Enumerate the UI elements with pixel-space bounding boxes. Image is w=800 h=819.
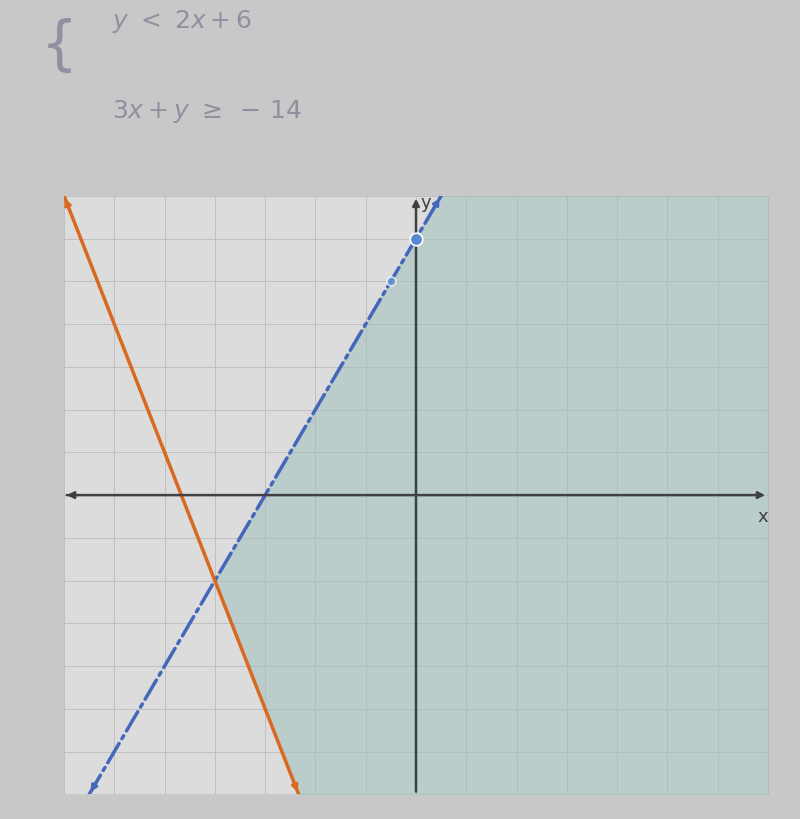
Text: x: x	[758, 508, 768, 526]
Text: y: y	[421, 194, 431, 212]
Text: $y\ <\ 2x + 6$: $y\ <\ 2x + 6$	[112, 8, 252, 35]
Text: $3x + y\ \geq\ -\,14$: $3x + y\ \geq\ -\,14$	[112, 98, 302, 125]
Text: $\{$: $\{$	[40, 16, 72, 75]
